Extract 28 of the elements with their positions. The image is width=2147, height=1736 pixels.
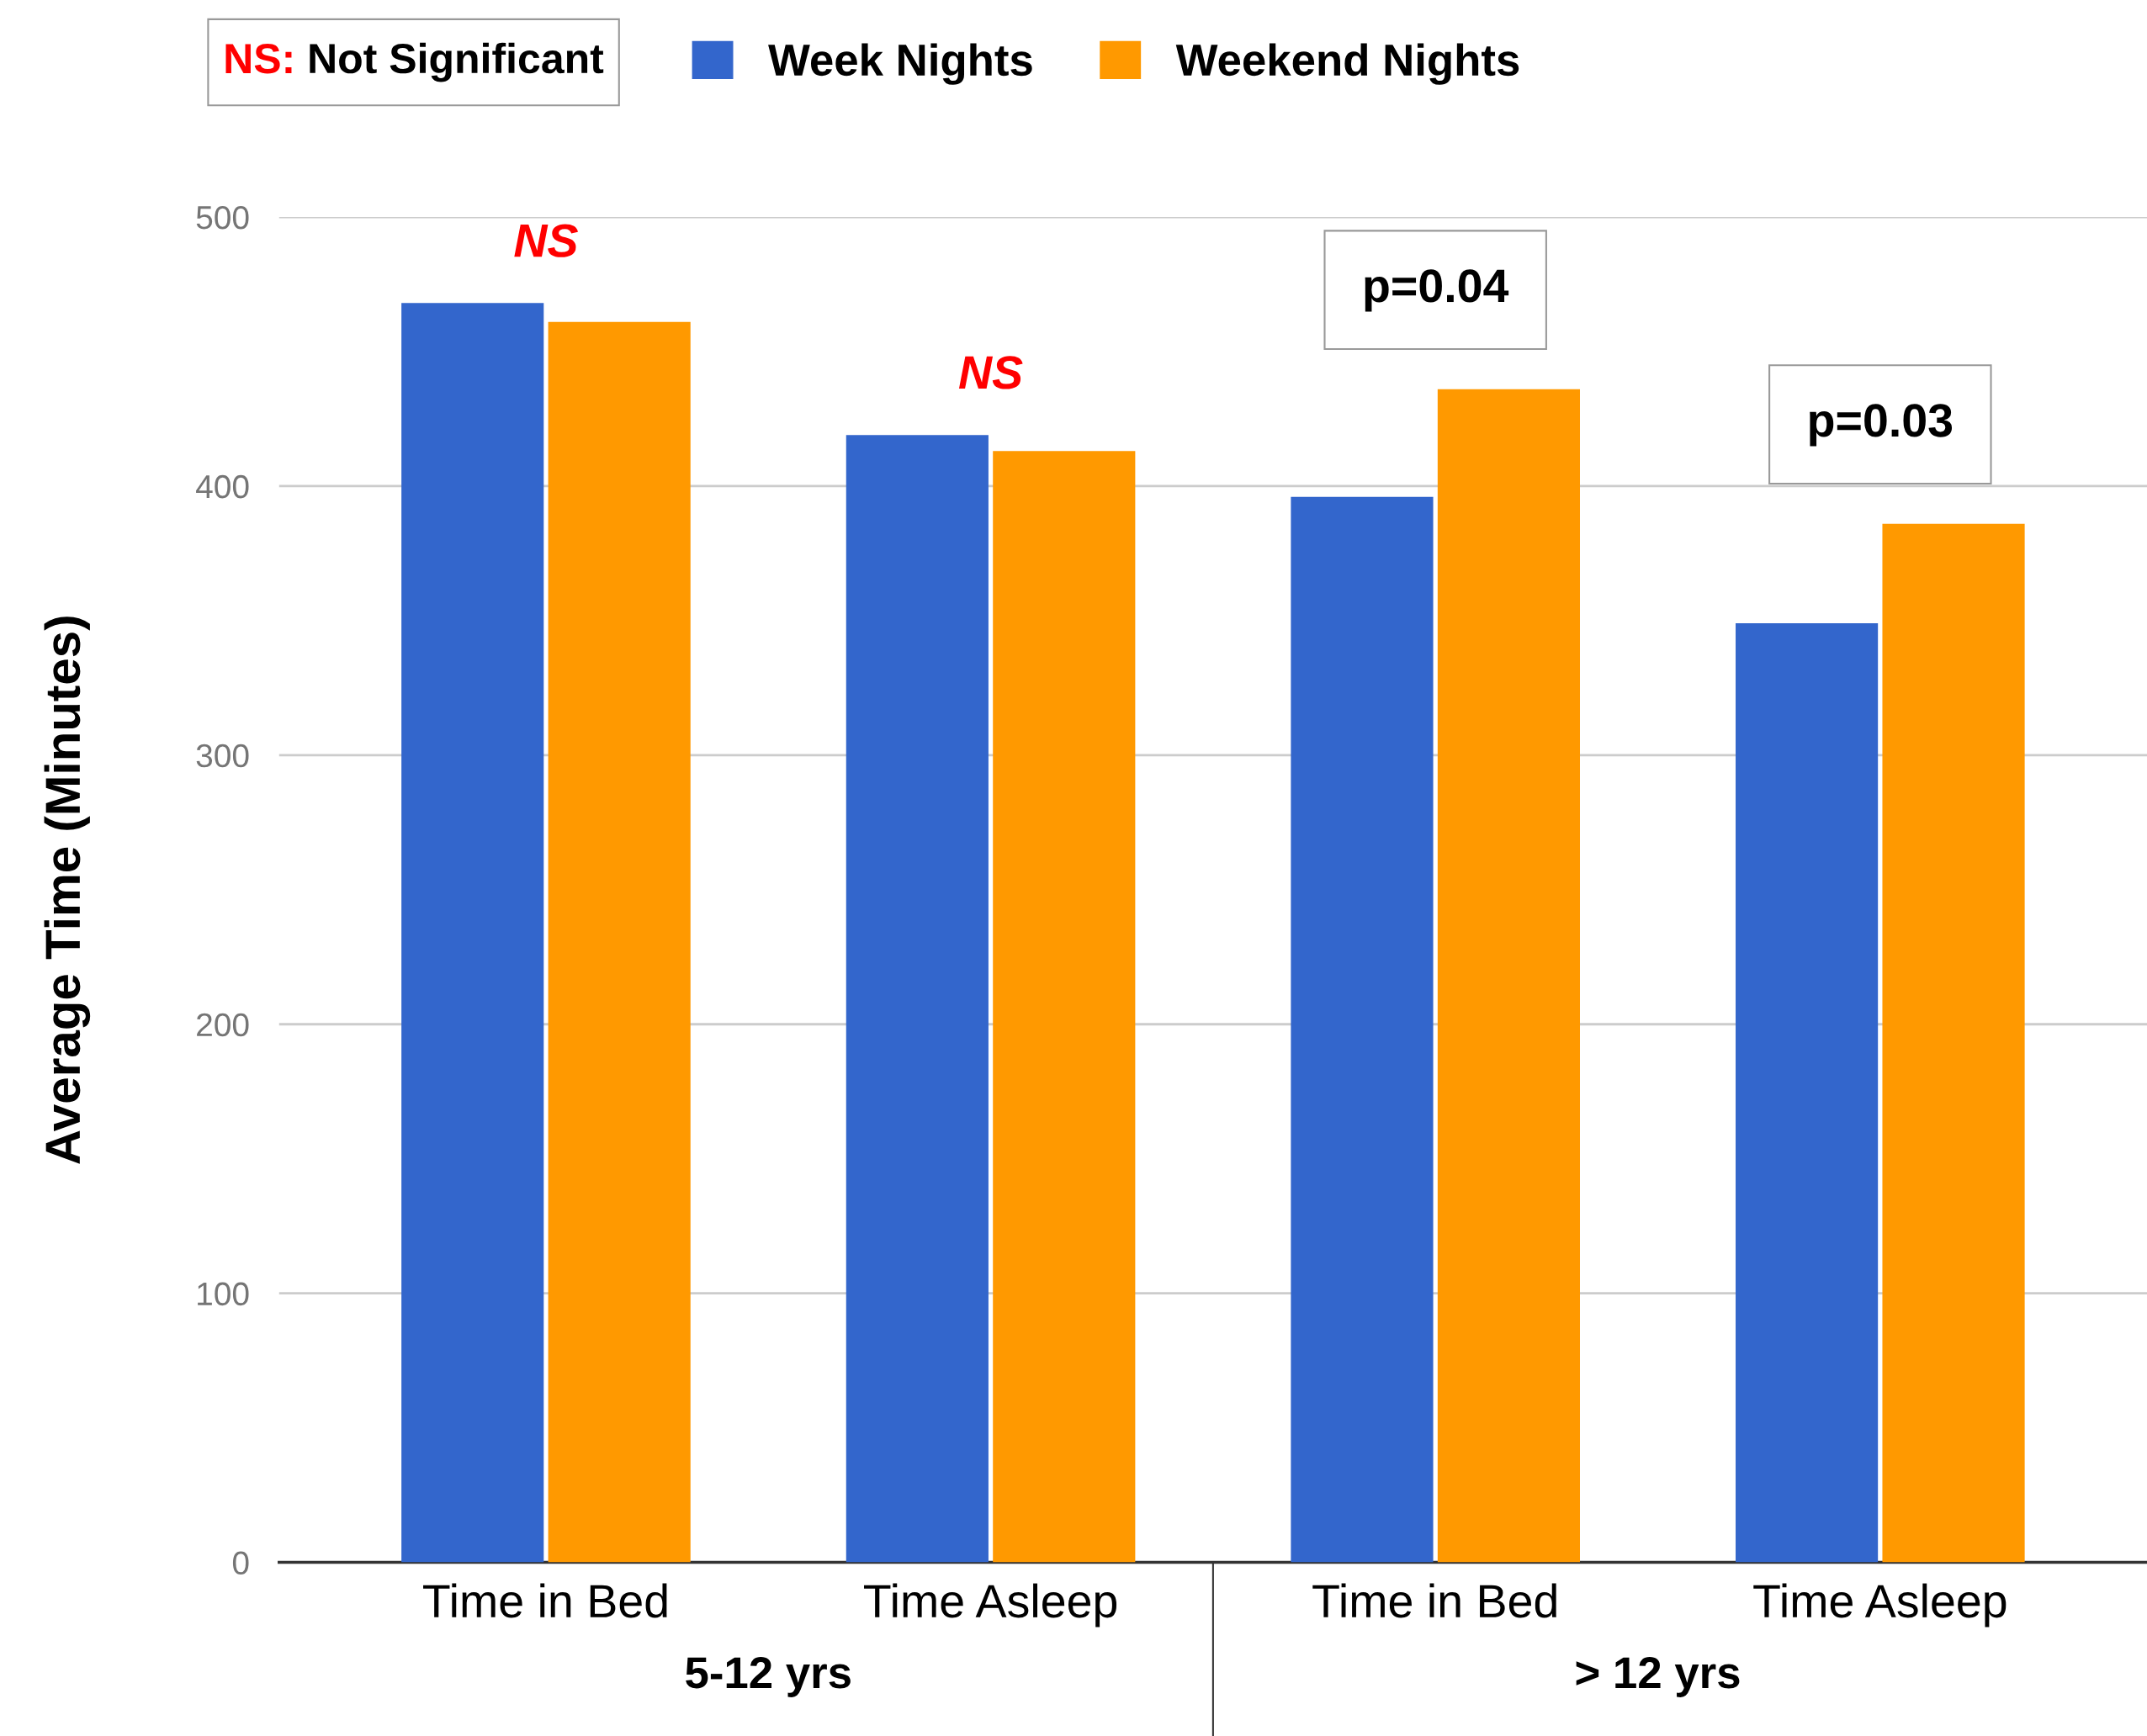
bar xyxy=(1291,496,1434,1563)
legend-label: Weekend Nights xyxy=(1175,43,1519,85)
y-tick-label: 300 xyxy=(196,744,249,768)
bar xyxy=(1437,389,1580,1563)
annotation: NS xyxy=(958,356,1023,389)
x-tick-label: Time Asleep xyxy=(1753,1583,2007,1628)
bar xyxy=(1882,523,2025,1563)
bar xyxy=(846,435,989,1563)
legend-label: Week Nights xyxy=(768,43,1032,85)
bar xyxy=(401,303,544,1563)
x-tick-label: Time in Bed xyxy=(1312,1583,1556,1618)
annotation: p=0.03 xyxy=(1810,404,1953,447)
bar xyxy=(993,451,1136,1563)
y-tick-label: 500 xyxy=(196,205,249,230)
y-tick-label: 200 xyxy=(197,1013,249,1037)
bar xyxy=(1736,623,1879,1563)
y-tick-label: 400 xyxy=(196,474,249,499)
x-tick-label: Time Asleep xyxy=(864,1583,1117,1628)
text: > 12 yrs xyxy=(1576,1657,1740,1697)
text: NS: Not Significant xyxy=(225,42,604,82)
text: 5-12 yrs xyxy=(686,1657,851,1697)
y-tick-label: 100 xyxy=(198,1282,249,1306)
annotation: NS xyxy=(514,224,578,257)
y-axis-title: Average Time (Minutes) xyxy=(44,617,91,1164)
annotation: p=0.04 xyxy=(1365,269,1509,312)
x-tick-label: Time in Bed xyxy=(423,1583,667,1618)
y-tick-label: 0 xyxy=(232,1551,249,1575)
bar xyxy=(548,321,691,1563)
